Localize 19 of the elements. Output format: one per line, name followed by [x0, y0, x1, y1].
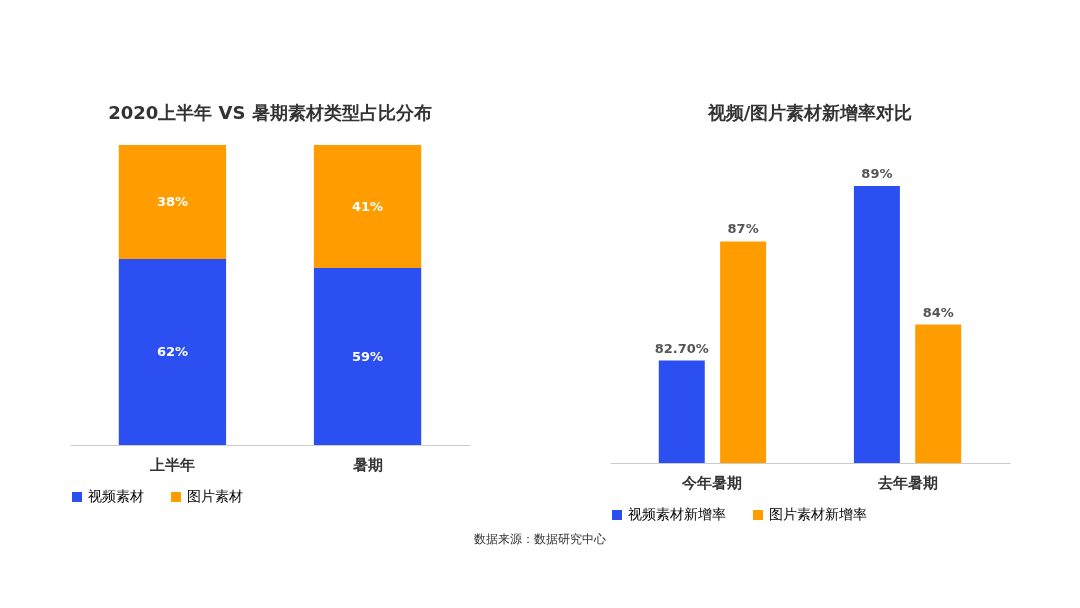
x-tick-label: 今年暑期: [681, 473, 743, 492]
x-tick-label: 暑期: [351, 455, 383, 474]
data-label: 62%: [156, 344, 188, 359]
chart-title: 2020上半年 VS 暑期素材类型占比分布: [108, 102, 432, 123]
legend-label: 视频素材: [88, 488, 144, 504]
legend-label: 图片素材: [187, 488, 243, 504]
data-label: 89%: [861, 166, 893, 181]
chart-title: 视频/图片素材新增率对比: [706, 102, 913, 123]
x-tick-label: 上半年: [148, 455, 195, 474]
data-label: 87%: [727, 221, 759, 237]
legend-label: 图片素材新增率: [769, 506, 867, 522]
x-tick-label: 去年暑期: [876, 473, 938, 492]
data-label: 82.70%: [654, 340, 709, 356]
data-label: 38%: [156, 194, 188, 209]
data-label: 84%: [922, 304, 954, 320]
data-label: 41%: [352, 198, 384, 214]
legend-label: 视频素材新增率: [628, 506, 726, 522]
data-label: 59%: [352, 348, 384, 364]
source-note: 数据来源：数据研究中心: [473, 531, 607, 548]
